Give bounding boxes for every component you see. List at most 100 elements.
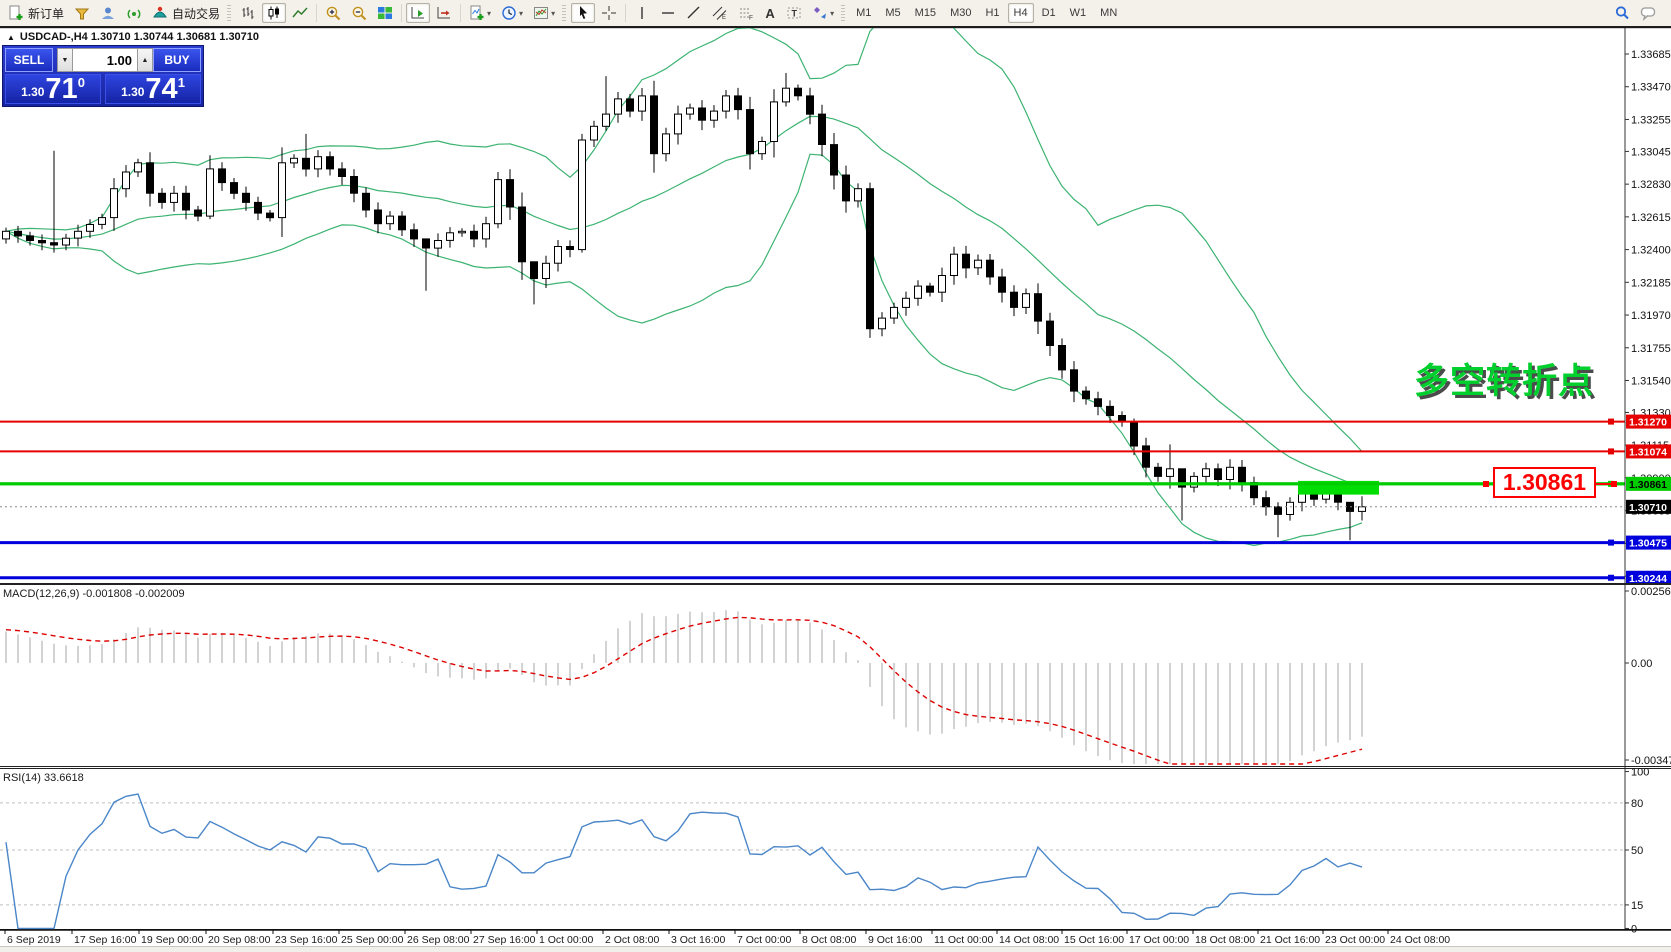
zoom-out-icon xyxy=(352,6,367,21)
sell-price-pip: 0 xyxy=(77,75,85,90)
fibonacci-tool-button[interactable]: F xyxy=(734,3,758,23)
svg-text:17 Oct 00:00: 17 Oct 00:00 xyxy=(1129,934,1189,946)
zoom-out-button[interactable] xyxy=(347,3,371,23)
svg-text:1.30244: 1.30244 xyxy=(1629,573,1667,585)
new-order-label: 新订单 xyxy=(28,6,65,21)
auto-trading-icon xyxy=(153,6,167,18)
svg-text:-0.003479: -0.003479 xyxy=(1631,755,1671,767)
horizontal-line-tool-button[interactable] xyxy=(656,3,680,23)
svg-text:1.32615: 1.32615 xyxy=(1631,212,1671,224)
svg-text:26 Sep 08:00: 26 Sep 08:00 xyxy=(407,934,470,946)
svg-text:T: T xyxy=(792,9,798,19)
toolbar-grip xyxy=(562,5,567,21)
auto-trading-button[interactable]: 自动交易 xyxy=(148,3,224,23)
status-bar xyxy=(0,946,1671,952)
dropdown-arrow-icon: ▾ xyxy=(551,8,556,18)
chat-button[interactable] xyxy=(1636,3,1662,23)
shapes-icon xyxy=(814,7,827,19)
svg-text:15 Oct 16:00: 15 Oct 16:00 xyxy=(1064,934,1124,946)
volume-input[interactable]: 1.00 xyxy=(73,48,137,72)
vertical-line-tool-button[interactable] xyxy=(630,3,654,23)
channel-tool-button[interactable]: E xyxy=(708,3,732,23)
timeframe-m1-button[interactable]: M1 xyxy=(856,7,872,19)
sell-button[interactable]: SELL xyxy=(5,48,53,72)
chart-shift-icon xyxy=(437,7,451,19)
svg-text:1.31540: 1.31540 xyxy=(1631,375,1671,387)
volume-increase-button[interactable]: ▲ xyxy=(137,48,153,72)
timeframe-m5-button[interactable]: M5 xyxy=(885,7,901,19)
chart-shift-button[interactable] xyxy=(432,3,456,23)
candlestick-chart-button[interactable] xyxy=(262,3,287,23)
svg-text:11 Oct 00:00: 11 Oct 00:00 xyxy=(934,934,994,946)
svg-text:F: F xyxy=(749,15,753,22)
sell-price-base: 1.30 xyxy=(21,85,45,99)
timeframe-mn-button[interactable]: MN xyxy=(1100,7,1118,19)
text-label-icon: T xyxy=(787,7,801,19)
trendline-icon xyxy=(687,6,700,19)
svg-text:E: E xyxy=(722,15,726,21)
svg-text:23 Oct 00:00: 23 Oct 00:00 xyxy=(1325,934,1385,946)
svg-text:15: 15 xyxy=(1631,900,1643,912)
svg-text:1.31074: 1.31074 xyxy=(1629,446,1667,458)
trendline-tool-button[interactable] xyxy=(682,3,706,23)
indicators-button[interactable]: ▾ xyxy=(465,3,495,23)
bar-chart-icon xyxy=(242,7,254,19)
crosshair-tool-button[interactable] xyxy=(597,3,621,23)
svg-text:RSI(14) 33.6618: RSI(14) 33.6618 xyxy=(3,772,84,784)
timeframe-d1-button[interactable]: D1 xyxy=(1041,7,1056,19)
zoom-in-button[interactable] xyxy=(321,3,345,23)
tile-windows-button[interactable] xyxy=(373,3,397,23)
svg-text:2 Oct 08:00: 2 Oct 08:00 xyxy=(605,934,659,946)
sell-price-display[interactable]: 1.30 71 0 xyxy=(5,74,101,104)
svg-text:100: 100 xyxy=(1631,767,1649,779)
search-button[interactable] xyxy=(1610,3,1634,23)
buy-price-display[interactable]: 1.30 74 1 xyxy=(105,74,201,104)
dropdown-arrow-icon: ▾ xyxy=(830,8,835,18)
toolbar-separator xyxy=(625,4,627,22)
text-tool-button[interactable]: A xyxy=(765,5,775,21)
buy-button[interactable]: BUY xyxy=(153,48,201,72)
dropdown-arrow-icon: ▾ xyxy=(519,8,524,18)
one-click-trading-panel: SELL ▼ 1.00 ▲ BUY 1.30 71 0 1.30 74 1 xyxy=(2,45,204,107)
indicators-icon xyxy=(470,5,484,20)
templates-button[interactable]: ▾ xyxy=(529,3,559,23)
arrows-tool-button[interactable]: ▾ xyxy=(808,3,838,23)
auto-scroll-icon xyxy=(411,7,425,19)
bar-chart-button[interactable] xyxy=(236,3,260,23)
text-label-tool-button[interactable]: T xyxy=(782,3,806,23)
price-callout-box: 1.30861 xyxy=(1493,467,1596,498)
volume-decrease-button[interactable]: ▼ xyxy=(57,48,73,72)
toolbar-grip xyxy=(227,5,232,21)
svg-text:1.31755: 1.31755 xyxy=(1631,343,1671,355)
axis-line-labels: 1.31270 1.31074 1.30861 1.30475 1.30244 1.307… xyxy=(1626,414,1671,585)
timeframe-m15-button[interactable]: M15 xyxy=(914,7,937,19)
history-center-button[interactable] xyxy=(70,3,94,23)
svg-text:1.30475: 1.30475 xyxy=(1629,538,1667,550)
line-chart-icon xyxy=(292,7,308,18)
fibonacci-icon: F xyxy=(740,8,753,22)
community-button[interactable] xyxy=(96,3,120,23)
auto-trading-label: 自动交易 xyxy=(172,6,221,21)
dropdown-arrow-icon: ▾ xyxy=(487,8,492,18)
crosshair-icon xyxy=(602,6,617,20)
new-order-button[interactable]: 新订单 xyxy=(4,3,68,23)
cursor-tool-button[interactable] xyxy=(571,3,596,23)
periods-button[interactable]: ▾ xyxy=(497,3,527,23)
timeframe-h4-button[interactable]: H4 xyxy=(1007,3,1034,23)
line-chart-button[interactable] xyxy=(288,3,312,23)
auto-scroll-button[interactable] xyxy=(406,3,431,23)
timeframe-h1-button[interactable]: H1 xyxy=(985,7,1000,19)
svg-text:1.30861: 1.30861 xyxy=(1629,479,1667,491)
svg-text:20 Sep 08:00: 20 Sep 08:00 xyxy=(208,934,271,946)
svg-text:MACD(12,26,9) -0.001808 -0.002: MACD(12,26,9) -0.001808 -0.002009 xyxy=(3,588,185,600)
timeframe-m30-button[interactable]: M30 xyxy=(950,7,972,19)
collapse-marker-icon: ▲ xyxy=(7,32,15,42)
macd-pane: MACD(12,26,9) -0.001808 -0.002009 0.00256… xyxy=(3,586,1671,767)
pane-separator[interactable] xyxy=(0,766,1671,767)
timeframe-w1-button[interactable]: W1 xyxy=(1069,7,1087,19)
signals-button[interactable] xyxy=(122,3,146,23)
pane-separator[interactable] xyxy=(0,583,1671,585)
buy-price-base: 1.30 xyxy=(121,85,145,99)
history-center-icon xyxy=(74,8,90,20)
